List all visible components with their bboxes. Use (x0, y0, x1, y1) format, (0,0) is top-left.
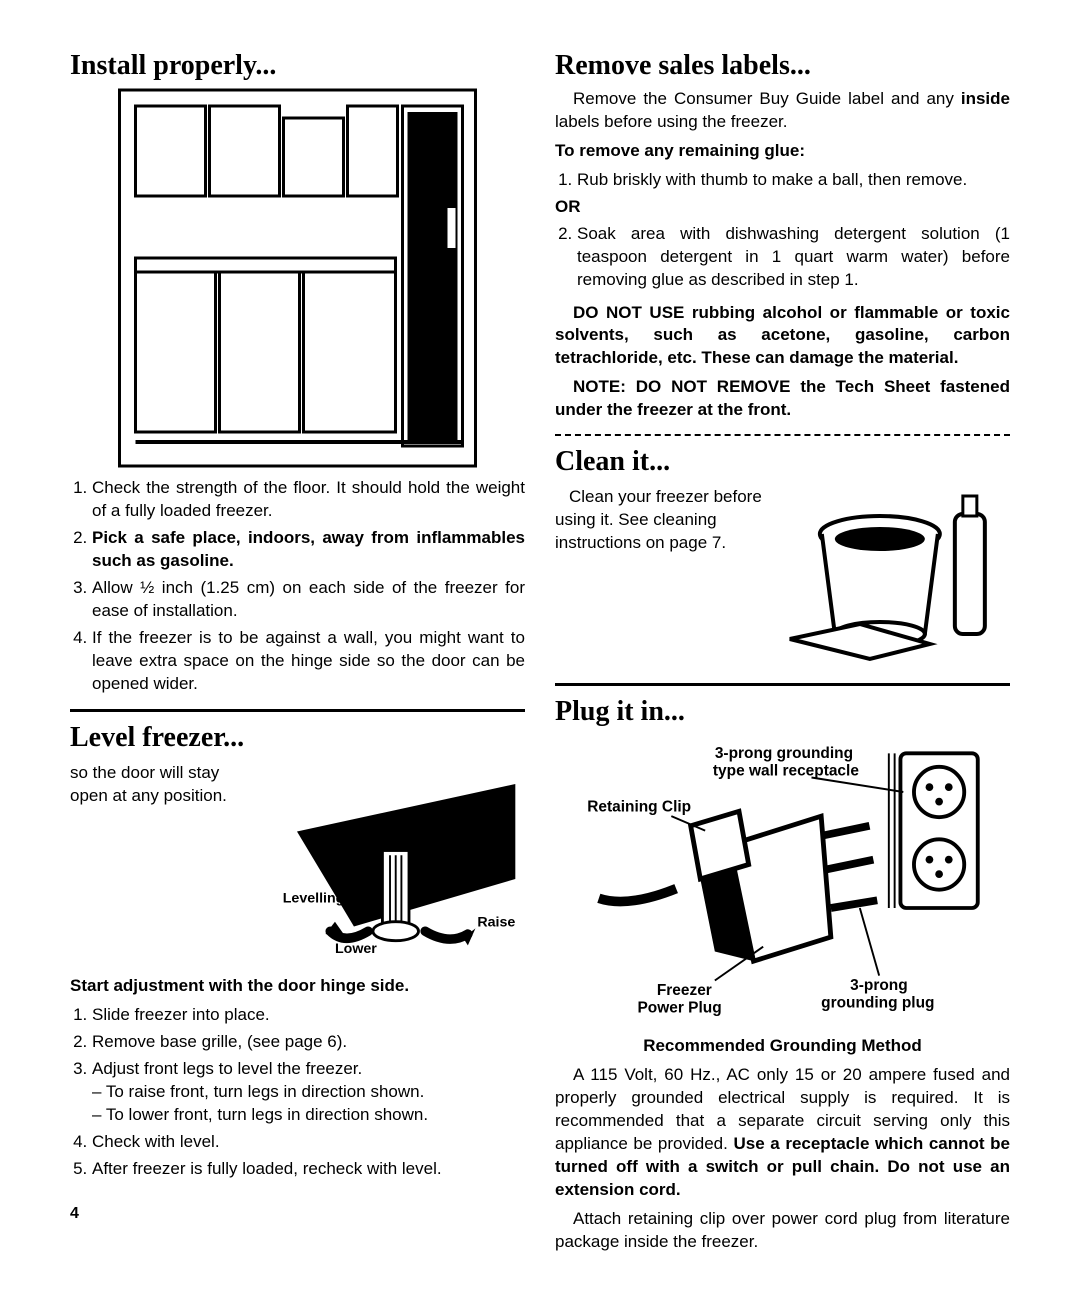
clean-illustration (770, 484, 1010, 664)
install-illustration (70, 88, 525, 468)
level-intro-1: so the door will stay (70, 763, 219, 782)
list-item: Check with level. (92, 1131, 525, 1154)
list-item: Remove base grille, (see page 6). (92, 1031, 525, 1054)
level-intro-2: open at any position. (70, 786, 227, 805)
plug-caption: Recommended Grounding Method (555, 1035, 1010, 1058)
list-item: If the freezer is to be against a wall, … (92, 627, 525, 696)
svg-text:Raise: Raise (478, 915, 516, 931)
remove-warning-1: DO NOT USE rubbing alcohol or flammable … (555, 302, 1010, 371)
svg-text:Freezer: Freezer (657, 982, 712, 999)
remove-sub: To remove any remaining glue: (555, 140, 1010, 163)
svg-text:type wall receptacle: type wall receptacle (713, 763, 859, 780)
list-item: Adjust front legs to level the freezer. … (92, 1058, 525, 1127)
remove-steps-2: Soak area with dishwashing detergent sol… (555, 223, 1010, 292)
svg-text:Lower: Lower (335, 941, 377, 957)
svg-text:3-prong grounding: 3-prong grounding (715, 745, 853, 762)
plug-heading: Plug it in... (555, 696, 1010, 728)
svg-text:Retaining Clip: Retaining Clip (587, 799, 691, 816)
remove-steps: Rub briskly with thumb to make a ball, t… (555, 169, 1010, 192)
plug-para-2: Attach retaining clip over power cord pl… (555, 1208, 1010, 1254)
install-heading: Install properly... (70, 50, 525, 82)
clean-heading: Clean it... (555, 446, 1010, 478)
remove-heading: Remove sales labels... (555, 50, 1010, 82)
list-item: Check the strength of the floor. It shou… (92, 477, 525, 523)
list-item: Slide freezer into place. (92, 1004, 525, 1027)
level-start-note: Start adjustment with the door hinge sid… (70, 975, 525, 998)
plug-illustration: 3-prong grounding type wall receptacle R… (555, 734, 1010, 1024)
list-item: Allow ½ inch (1.25 cm) on each side of t… (92, 577, 525, 623)
plug-para-1: A 115 Volt, 60 Hz., AC only 15 or 20 amp… (555, 1064, 1010, 1202)
list-item: Pick a safe place, indoors, away from in… (92, 527, 525, 573)
list-item: After freezer is fully loaded, recheck w… (92, 1158, 525, 1181)
level-heading: Level freezer... (70, 722, 244, 754)
svg-text:Levelling Leg: Levelling Leg (283, 891, 374, 907)
list-item: Rub briskly with thumb to make a ball, t… (577, 169, 1010, 192)
svg-text:Power Plug: Power Plug (638, 1000, 722, 1017)
remove-intro: Remove the Consumer Buy Guide label and … (555, 88, 1010, 134)
clean-text-3: instructions on page 7. (555, 533, 726, 552)
remove-or: OR (555, 196, 1010, 219)
install-steps: Check the strength of the floor. It shou… (70, 477, 525, 695)
svg-text:grounding plug: grounding plug (821, 995, 934, 1012)
clean-text-2: using it. See cleaning (555, 510, 717, 529)
level-steps: Slide freezer into place. Remove base gr… (70, 1004, 525, 1181)
clean-text-1: Clean your freezer before (569, 487, 762, 506)
svg-text:3-prong: 3-prong (850, 977, 908, 994)
remove-warning-2: NOTE: DO NOT REMOVE the Tech Sheet faste… (555, 376, 1010, 422)
level-illustration: Levelling Leg Lower Raise (278, 760, 525, 960)
page-number: 4 (70, 1205, 525, 1223)
list-item: Soak area with dishwashing detergent sol… (577, 223, 1010, 292)
